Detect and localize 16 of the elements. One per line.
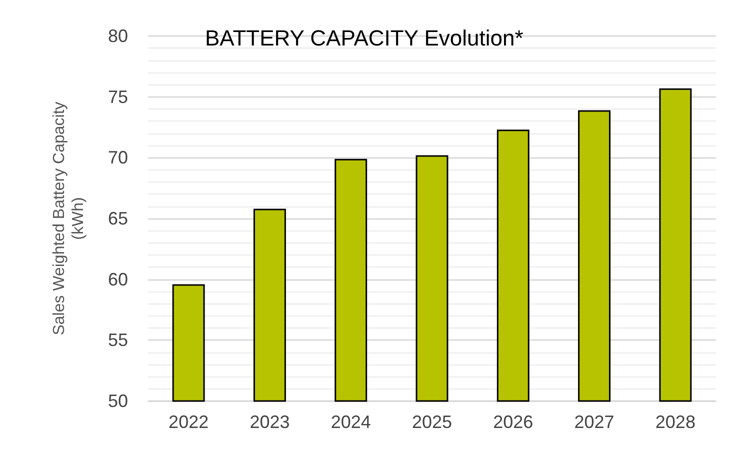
- x-tick-label: 2023: [250, 412, 290, 432]
- x-tick-label: 2027: [574, 412, 614, 432]
- x-tick-label: 2024: [330, 412, 371, 432]
- y-tick-label: 55: [108, 330, 128, 350]
- x-tick-label: 2025: [412, 412, 452, 432]
- x-tick-label: 2022: [168, 412, 209, 432]
- y-tick-label: 50: [108, 391, 128, 411]
- x-tick-label: 2026: [493, 412, 534, 432]
- y-axis-title: Sales Weighted Battery Capacity (kWh): [51, 102, 87, 336]
- x-tick-label: 2028: [655, 412, 696, 432]
- y-tick-label: 80: [108, 26, 128, 46]
- y-tick-label: 75: [108, 86, 128, 107]
- chart-title: BATTERY CAPACITY Evolution*: [205, 26, 524, 50]
- y-tick-label: 65: [108, 208, 128, 228]
- y-tick-label: 60: [108, 269, 128, 290]
- y-tick-label: 70: [108, 148, 128, 168]
